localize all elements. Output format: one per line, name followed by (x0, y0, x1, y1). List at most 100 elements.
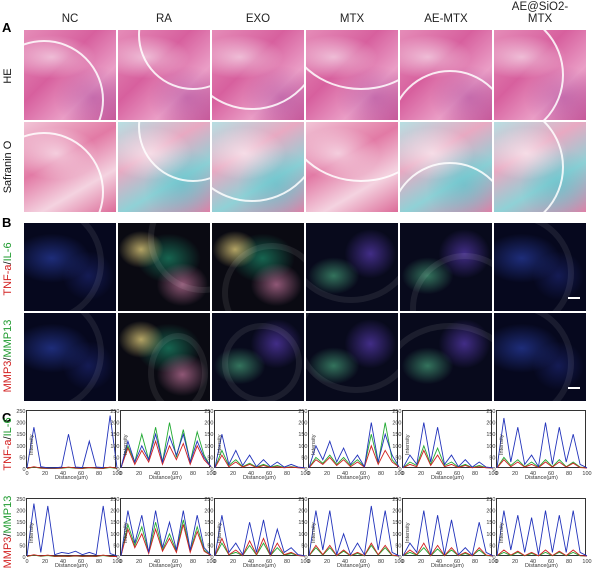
plot-svg: 0 20 40 60 80 100 250 200 150 100 50 0 (392, 409, 497, 477)
y-axis-label: Intensity (29, 434, 35, 455)
x-tick-label: 40 (60, 471, 66, 477)
series-line-red (308, 444, 400, 469)
x-tick-label: 0 (25, 471, 28, 477)
x-tick-label: 20 (136, 471, 142, 477)
fluor-tnf-ra (118, 223, 210, 311)
series-line-red (120, 524, 212, 556)
series-line-red (26, 466, 118, 469)
y-tick-label: 150 (16, 520, 25, 526)
x-tick-label: 80 (284, 471, 290, 477)
y-tick-label: 200 (392, 509, 401, 515)
intensity-plot-0-4: 0 20 40 60 80 100 250 200 150 100 50 0 Intensity Dist… (392, 409, 497, 481)
intensity-plot-1-1: 0 20 40 60 80 100 250 200 150 100 50 0 Intensity Dist… (110, 497, 215, 569)
label-mmp3: MMP3 (2, 360, 14, 393)
row-label-c-tnf-il6: TNF-a/IL-6 (1, 399, 15, 489)
x-tick-label: 80 (96, 471, 102, 477)
he-image-exo (212, 30, 304, 120)
x-tick-label: 60 (172, 471, 178, 477)
y-axis-label: Intensity (311, 522, 317, 543)
he-image-ra (118, 30, 210, 120)
x-tick-label: 100 (488, 471, 497, 477)
y-tick-label: 100 (298, 444, 307, 450)
y-tick-label: 200 (204, 509, 213, 515)
series-line-red (214, 454, 306, 469)
label-mmp3: MMP3 (2, 536, 14, 569)
y-tick-label: 50 (113, 455, 119, 461)
y-tick-label: 150 (298, 432, 307, 438)
y-tick-label: 100 (486, 532, 495, 538)
series-line-green (308, 422, 400, 469)
x-tick-label: 20 (230, 471, 236, 477)
intensity-plot-0-2: 0 20 40 60 80 100 250 200 150 100 50 0 Intensity Dist… (204, 409, 309, 481)
x-tick-label: 80 (566, 559, 572, 565)
fluor-tnf-exo (212, 223, 304, 311)
x-tick-label: 0 (401, 559, 404, 565)
y-tick-label: 50 (395, 543, 401, 549)
y-tick-label: 250 (392, 409, 401, 415)
x-tick-label: 80 (96, 559, 102, 565)
label-mmp13: MMP13 (2, 495, 14, 534)
y-axis-label: Intensity (29, 522, 35, 543)
plot-svg: 0 20 40 60 80 100 250 200 150 100 50 0 (16, 409, 121, 477)
y-tick-label: 150 (392, 432, 401, 438)
x-tick-label: 80 (472, 559, 478, 565)
y-axis-label: Intensity (405, 434, 411, 455)
y-tick-label: 0 (116, 467, 119, 473)
x-axis-label: Distance(μm) (337, 475, 370, 481)
x-tick-label: 20 (324, 471, 330, 477)
series-line-blue (26, 503, 118, 557)
x-tick-label: 20 (512, 471, 518, 477)
series-line-blue (214, 434, 306, 469)
y-tick-label: 250 (204, 409, 213, 415)
y-tick-label: 0 (398, 555, 401, 561)
x-tick-label: 100 (206, 559, 215, 565)
x-tick-label: 80 (566, 471, 572, 477)
y-tick-label: 250 (110, 497, 119, 503)
plot-svg: 0 20 40 60 80 100 250 200 150 100 50 0 (16, 497, 121, 565)
series-line-green (120, 519, 212, 556)
y-tick-label: 200 (486, 421, 495, 427)
fluor-mmp-nc (24, 313, 116, 401)
plot-svg: 0 20 40 60 80 100 250 200 150 100 50 0 (486, 409, 591, 477)
y-tick-label: 0 (210, 555, 213, 561)
x-tick-label: 40 (436, 559, 442, 565)
safranin-image-ae-sio2-mtx (494, 122, 586, 212)
series-line-green (120, 422, 212, 468)
tissue-arc (306, 223, 398, 303)
y-tick-label: 200 (392, 421, 401, 427)
y-tick-label: 150 (110, 520, 119, 526)
plot-svg: 0 20 40 60 80 100 250 200 150 100 50 0 (204, 497, 309, 565)
x-tick-label: 100 (582, 559, 591, 565)
x-tick-label: 60 (454, 471, 460, 477)
x-axis-label: Distance(μm) (525, 563, 558, 569)
y-tick-label: 250 (486, 409, 495, 415)
y-tick-label: 150 (298, 520, 307, 526)
series-line-red (402, 542, 494, 557)
tissue-arc (148, 333, 208, 401)
x-tick-label: 60 (172, 559, 178, 565)
x-tick-label: 100 (488, 559, 497, 565)
tissue-arc (148, 223, 210, 293)
y-tick-label: 200 (16, 509, 25, 515)
x-tick-label: 20 (418, 471, 424, 477)
x-tick-label: 80 (284, 559, 290, 565)
plot-svg: 0 20 40 60 80 100 250 200 150 100 50 0 (486, 497, 591, 565)
x-tick-label: 80 (190, 471, 196, 477)
y-tick-label: 100 (392, 444, 401, 450)
row-label-safranin: Safranin O (2, 140, 14, 194)
x-tick-label: 40 (60, 559, 66, 565)
x-axis-label: Distance(μm) (55, 563, 88, 569)
x-axis-label: Distance(μm) (149, 475, 182, 481)
x-tick-label: 80 (378, 559, 384, 565)
row-label-mmp: MMP3/MMP13 (1, 311, 15, 401)
y-tick-label: 250 (110, 409, 119, 415)
x-tick-label: 0 (307, 559, 310, 565)
y-tick-label: 200 (204, 421, 213, 427)
y-tick-label: 0 (492, 555, 495, 561)
y-tick-label: 100 (486, 444, 495, 450)
x-tick-label: 40 (342, 471, 348, 477)
x-tick-label: 20 (418, 559, 424, 565)
y-tick-label: 0 (492, 467, 495, 473)
x-tick-label: 100 (300, 559, 309, 565)
x-tick-label: 0 (213, 559, 216, 565)
